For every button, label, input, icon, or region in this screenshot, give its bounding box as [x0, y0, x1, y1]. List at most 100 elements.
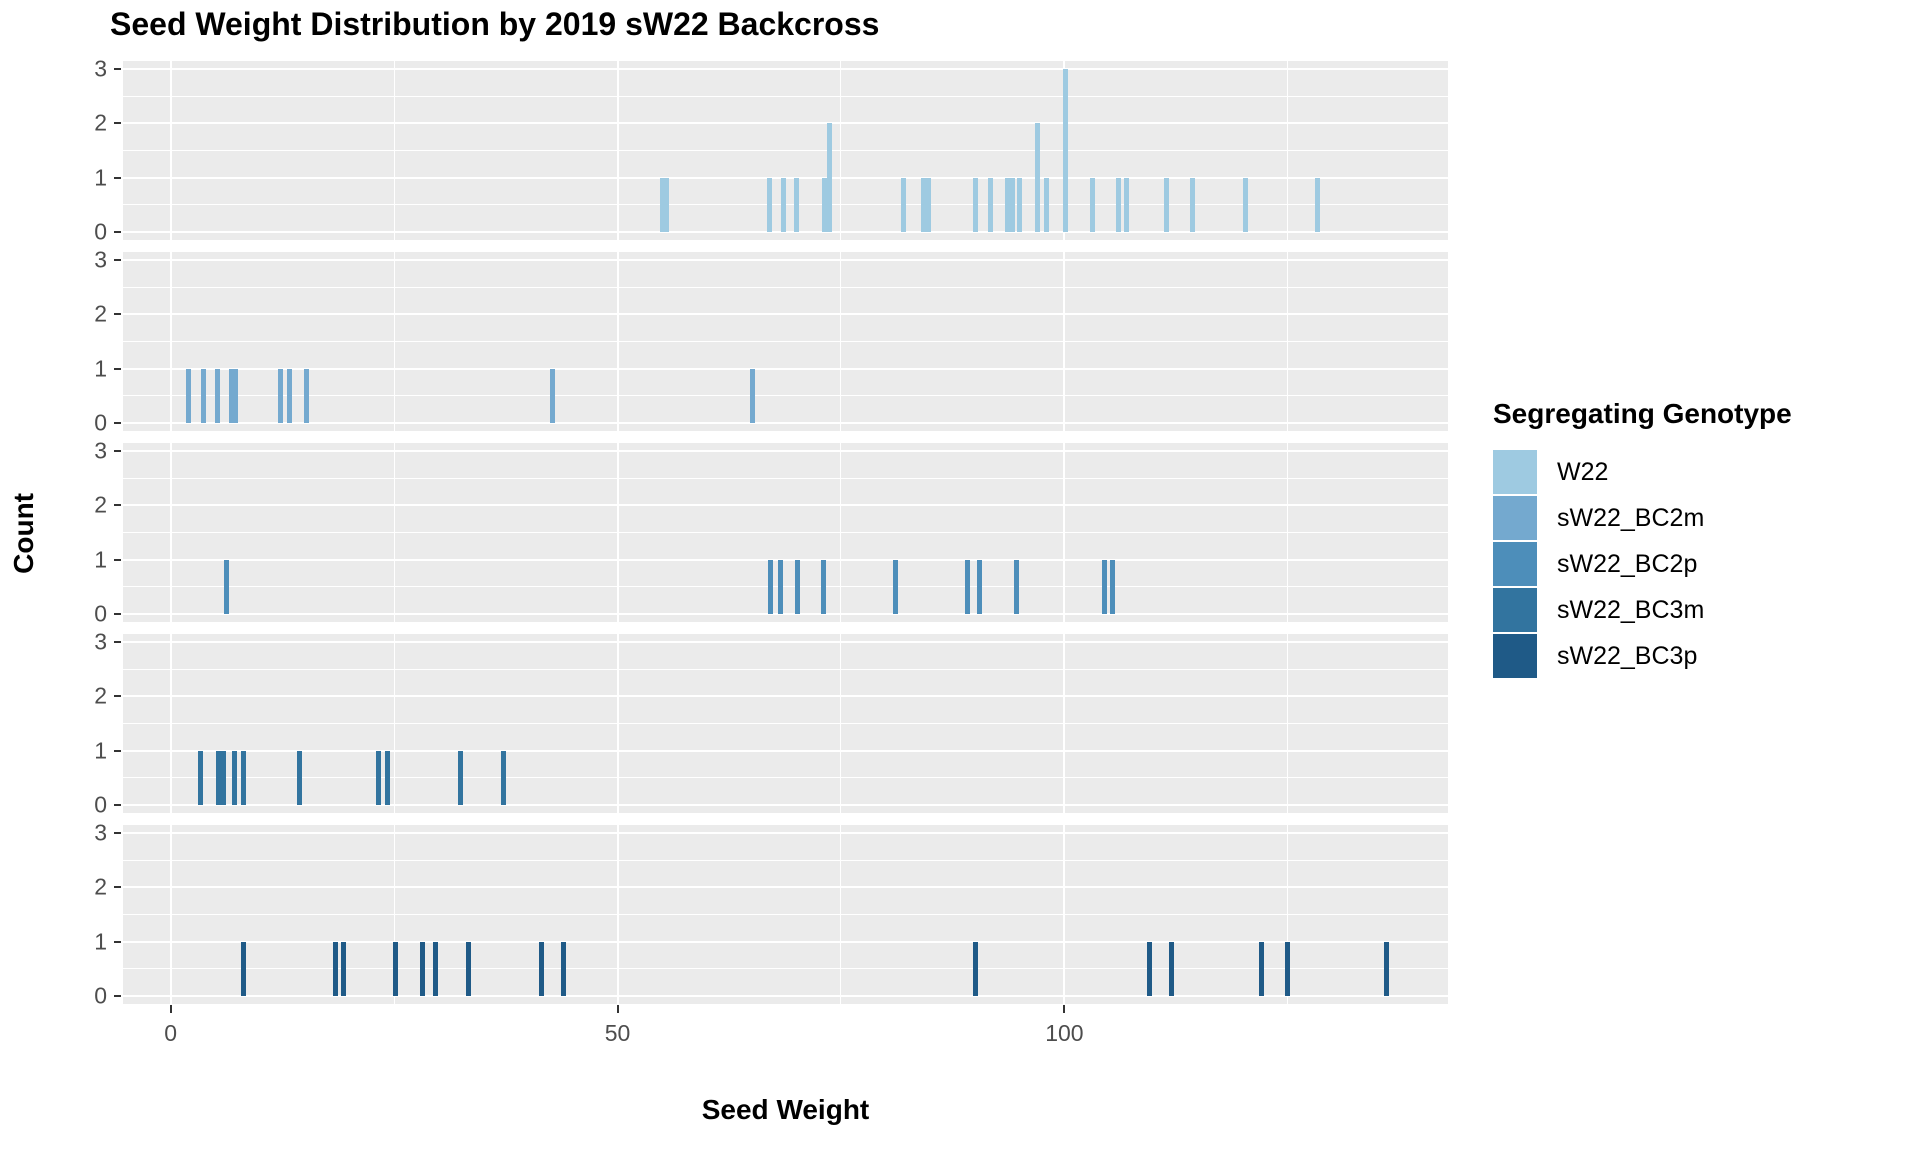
histogram-bar [826, 123, 832, 232]
gridline-minor-vertical [1287, 61, 1289, 240]
histogram-bar [549, 368, 555, 423]
x-tick-mark [1063, 1005, 1066, 1013]
y-tick-mark [114, 176, 121, 179]
histogram-bar [972, 177, 978, 232]
y-tick-mark [114, 122, 121, 125]
histogram-bar [1044, 177, 1050, 232]
histogram-bar [393, 941, 399, 996]
gridline-minor-horizontal [123, 914, 1448, 915]
histogram-bar [1285, 941, 1291, 996]
histogram-bar [1035, 123, 1041, 232]
legend-entry: W22 [1493, 450, 1792, 494]
y-tick-label: 0 [94, 218, 107, 245]
histogram-bar [465, 941, 471, 996]
legend-swatch [1493, 542, 1537, 586]
gridline-major-horizontal [123, 558, 1448, 561]
gridline-major-horizontal [123, 749, 1448, 752]
gridline-minor-vertical [840, 61, 842, 240]
gridline-minor-horizontal [123, 859, 1448, 861]
gridline-minor-horizontal [123, 395, 1448, 397]
histogram-bar [781, 177, 787, 232]
x-tick-label: 0 [164, 1020, 177, 1046]
y-tick-label: 0 [94, 982, 107, 1009]
gridline-minor-vertical [840, 252, 842, 431]
histogram-bar [777, 559, 783, 614]
gridline-minor-vertical [1287, 252, 1289, 431]
histogram-bar [232, 750, 238, 805]
histogram-bar [241, 941, 247, 996]
facet-panel-sW22_BC2m [123, 252, 1448, 431]
gridline-major-vertical [169, 634, 172, 813]
y-tick-mark [114, 695, 121, 698]
facet-panel-sW22_BC2p [123, 443, 1448, 622]
histogram-bar [1189, 177, 1195, 232]
x-tick-label: 100 [1045, 1020, 1084, 1046]
gridline-major-horizontal [123, 803, 1448, 806]
histogram-bar [920, 177, 926, 232]
y-tick-mark [114, 641, 121, 644]
y-axis-title-container: Count [4, 61, 44, 1005]
histogram-bar [659, 177, 665, 232]
gridline-minor-horizontal [123, 477, 1448, 479]
histogram-bar [1089, 177, 1095, 232]
histogram-bar [233, 368, 239, 423]
gridline-major-horizontal [123, 68, 1448, 71]
histogram-bar [1115, 177, 1121, 232]
gridline-minor-horizontal [123, 586, 1448, 588]
gridline-major-vertical [169, 61, 172, 240]
gridline-major-vertical [1063, 634, 1066, 813]
gridline-major-vertical [1063, 443, 1066, 622]
legend-title: Segregating Genotype [1493, 398, 1792, 429]
gridline-minor-vertical [393, 61, 395, 240]
histogram-bar [987, 177, 993, 232]
gridline-minor-horizontal [123, 668, 1448, 670]
gridline-minor-horizontal [123, 341, 1448, 342]
histogram-bar [1243, 177, 1249, 232]
histogram-bar [1123, 177, 1129, 232]
y-tick-mark [114, 450, 121, 453]
histogram-bar [214, 368, 220, 423]
histogram-bar [241, 750, 247, 805]
legend-label: sW22_BC3m [1557, 595, 1705, 624]
y-tick-label: 1 [94, 928, 107, 955]
gridline-major-horizontal [123, 230, 1448, 233]
histogram-bar [286, 368, 292, 423]
histogram-bar [341, 941, 347, 996]
legend-entry: sW22_BC2m [1493, 496, 1792, 540]
gridline-minor-vertical [840, 634, 842, 813]
y-tick-label: 3 [94, 246, 107, 273]
gridline-minor-horizontal [123, 777, 1448, 779]
histogram-bar [793, 177, 799, 232]
y-tick-mark [114, 421, 121, 424]
histogram-bar [539, 941, 545, 996]
histogram-bar [432, 941, 438, 996]
legend-label: sW22_BC3p [1557, 641, 1698, 670]
facet-panel-sW22_BC3p [123, 825, 1448, 1004]
gridline-minor-vertical [393, 443, 395, 622]
gridline-major-horizontal [123, 695, 1448, 698]
gridline-major-horizontal [123, 641, 1448, 644]
y-tick-label: 2 [94, 873, 107, 900]
histogram-bar [1017, 177, 1023, 232]
histogram-bar [976, 559, 982, 614]
y-tick-mark [114, 504, 121, 507]
histogram-bar [766, 177, 772, 232]
gridline-minor-vertical [393, 825, 395, 1004]
gridline-major-horizontal [123, 994, 1448, 997]
y-tick-mark [114, 313, 121, 316]
y-tick-label: 0 [94, 409, 107, 436]
y-tick-mark [114, 367, 121, 370]
gridline-major-vertical [169, 443, 172, 622]
gridline-minor-vertical [1287, 634, 1289, 813]
legend-swatch [1493, 496, 1537, 540]
legend-label: sW22_BC2p [1557, 549, 1698, 578]
gridline-major-horizontal [123, 832, 1448, 835]
gridline-minor-horizontal [123, 968, 1448, 970]
gridline-major-vertical [1063, 825, 1066, 1004]
gridline-minor-vertical [840, 443, 842, 622]
gridline-minor-vertical [840, 825, 842, 1004]
gridline-major-horizontal [123, 612, 1448, 615]
x-axis-title: Seed Weight [701, 1094, 870, 1125]
gridline-major-vertical [169, 825, 172, 1004]
